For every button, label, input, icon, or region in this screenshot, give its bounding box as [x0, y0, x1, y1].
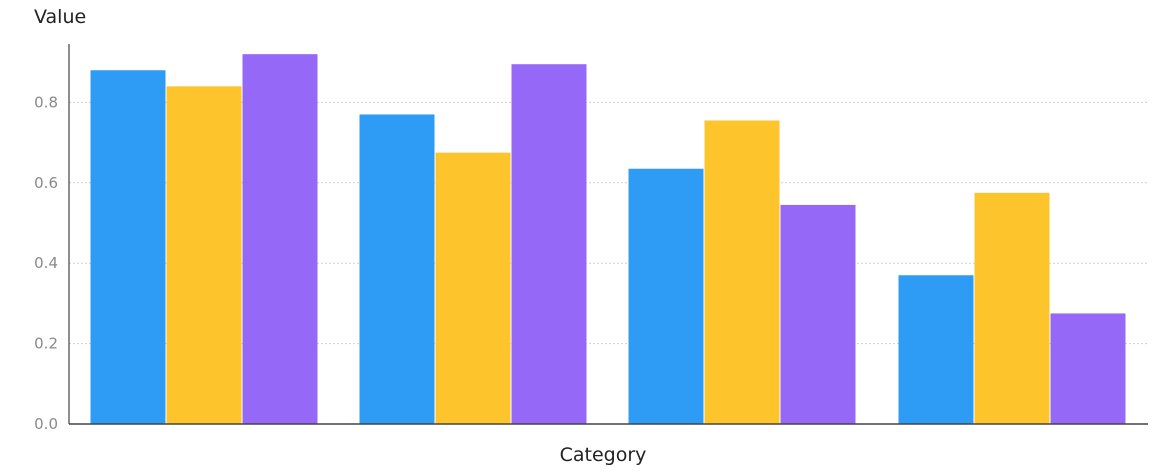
y-tick-label: 0.4: [34, 254, 58, 272]
y-axis-ticks: 0.0 0.2 0.4 0.6 0.8: [34, 93, 58, 433]
y-tick-label: 0.8: [34, 93, 58, 111]
bar: [166, 86, 242, 424]
y-tick-label: 0.6: [34, 174, 58, 192]
bar: [435, 152, 511, 424]
bar: [628, 168, 704, 424]
bar: [511, 64, 587, 425]
y-tick-label: 0.0: [34, 415, 58, 433]
bar: [898, 275, 974, 424]
bar: [359, 114, 435, 425]
y-axis-title: Value: [34, 6, 87, 28]
x-axis-title: Category: [559, 444, 647, 466]
bar: [704, 120, 780, 425]
bar: [242, 54, 318, 424]
bar: [1050, 313, 1126, 424]
bars: [90, 54, 1126, 425]
bar: [974, 192, 1050, 424]
bar: [780, 204, 856, 424]
bar: [90, 70, 166, 425]
y-tick-label: 0.2: [34, 335, 58, 353]
bar-chart: 0.0 0.2 0.4 0.6 0.8: [34, 44, 1148, 433]
